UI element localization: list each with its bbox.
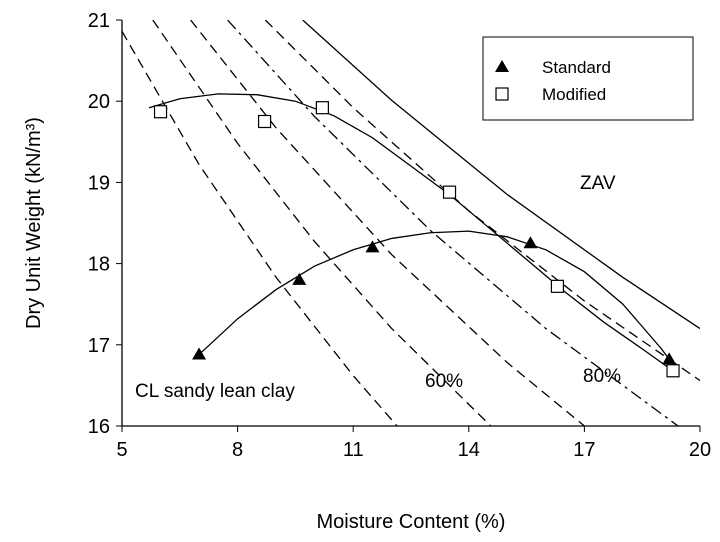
legend-box bbox=[482, 36, 694, 121]
marker-square bbox=[153, 105, 168, 119]
marker-triangle bbox=[523, 236, 538, 249]
legend-marker bbox=[495, 60, 509, 72]
y-tick-label: 18 bbox=[88, 254, 110, 276]
marker-triangle bbox=[662, 352, 677, 365]
x-tick-label: 5 bbox=[116, 439, 127, 461]
annotation: 60% bbox=[425, 371, 463, 392]
marker-square bbox=[550, 279, 565, 293]
legend-label: Modified bbox=[542, 85, 606, 104]
y-tick-label: 21 bbox=[88, 10, 110, 32]
marker-triangle bbox=[292, 272, 307, 285]
x-tick-label: 11 bbox=[343, 439, 364, 461]
curve bbox=[190, 20, 585, 426]
y-tick-label: 20 bbox=[88, 91, 110, 113]
curve bbox=[264, 20, 700, 382]
annotation: CL sandy lean clay bbox=[135, 381, 295, 402]
curve bbox=[148, 93, 674, 372]
plot-area bbox=[122, 20, 700, 426]
x-tick-label: 17 bbox=[573, 439, 595, 461]
legend-label: Standard bbox=[542, 58, 611, 77]
y-tick-label: 16 bbox=[88, 416, 110, 438]
marker-square bbox=[315, 101, 329, 115]
marker-square bbox=[442, 185, 457, 199]
curve bbox=[302, 20, 700, 330]
legend-marker bbox=[495, 87, 509, 101]
annotation: ZAV bbox=[580, 173, 616, 194]
annotation: 80% bbox=[583, 366, 621, 387]
x-axis-label: Moisture Content (%) bbox=[317, 511, 506, 533]
y-axis-label: Dry Unit Weight (kN/m³) bbox=[23, 117, 45, 329]
x-tick-label: 8 bbox=[232, 439, 243, 461]
curve bbox=[152, 20, 492, 426]
marker-square bbox=[257, 114, 272, 129]
marker-triangle bbox=[192, 347, 207, 360]
curve bbox=[198, 230, 670, 360]
y-tick-label: 17 bbox=[88, 335, 110, 357]
x-tick-label: 20 bbox=[689, 439, 711, 461]
y-tick-label: 19 bbox=[88, 172, 110, 194]
marker-square bbox=[666, 364, 680, 378]
curve bbox=[227, 20, 679, 426]
curve bbox=[122, 31, 398, 426]
x-tick-label: 14 bbox=[458, 439, 480, 461]
marker-triangle bbox=[365, 240, 380, 253]
